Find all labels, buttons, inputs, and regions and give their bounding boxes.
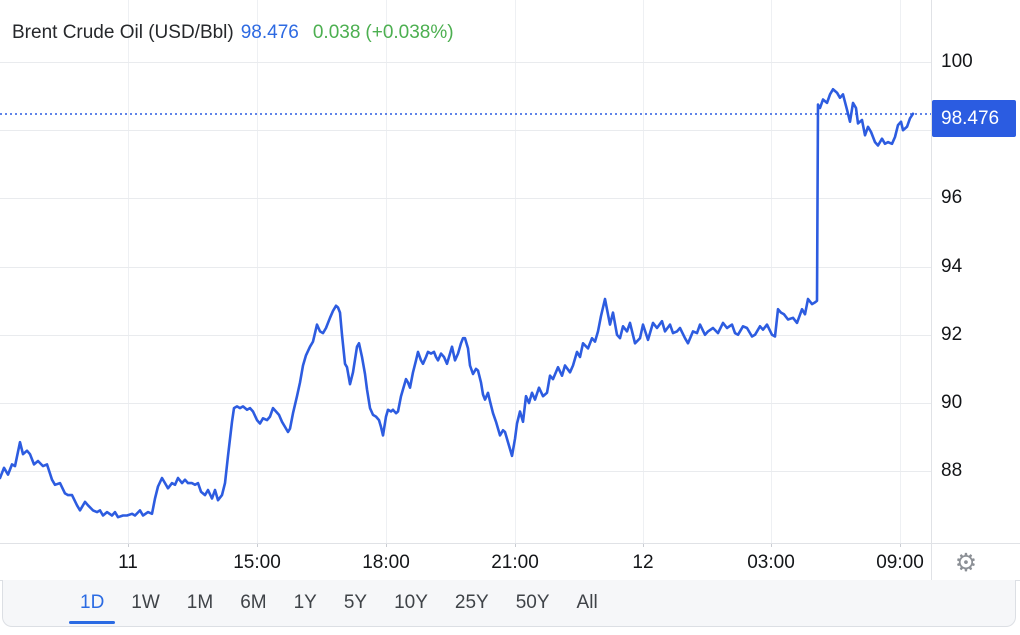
y-axis-label: 88: [941, 460, 963, 482]
x-axis-label: 12: [632, 552, 654, 573]
tab-1w[interactable]: 1W: [131, 592, 160, 613]
price-change: 0.038: [312, 22, 361, 43]
tab-25y[interactable]: 25Y: [454, 592, 489, 613]
y-axis-label: 92: [941, 323, 963, 345]
y-axis-label: 94: [941, 255, 963, 277]
tab-5y[interactable]: 5Y: [343, 592, 368, 613]
y-axis: 100989694929088: [941, 0, 1020, 581]
chart-header: Brent Crude Oil (USD/Bbl) 98.476 0.038 (…: [12, 22, 454, 44]
x-axis-label: 09:00: [876, 552, 924, 573]
tab-1y[interactable]: 1Y: [293, 592, 317, 613]
x-axis-label: 11: [118, 552, 138, 573]
tab-1d[interactable]: 1D: [68, 580, 116, 626]
tab-all[interactable]: All: [576, 592, 598, 613]
instrument-title: Brent Crude Oil (USD/Bbl): [12, 22, 234, 43]
range-tabs: 1D 1W 1M 6M 1Y 5Y 10Y 25Y 50Y All: [2, 580, 1016, 627]
tab-10y[interactable]: 10Y: [394, 592, 428, 613]
y-axis-label: 100: [941, 51, 973, 72]
x-axis-label: 03:00: [747, 552, 795, 573]
last-price: 98.476: [240, 22, 299, 43]
tab-6m[interactable]: 6M: [240, 592, 267, 613]
price-chart-plot[interactable]: [0, 0, 1020, 581]
x-axis: 11 15:00 18:00 21:00 12 03:00 09:00: [0, 552, 931, 578]
tab-50y[interactable]: 50Y: [515, 592, 550, 613]
x-axis-label: 18:00: [362, 552, 410, 573]
price-change-percent: (+0.038%): [365, 22, 454, 43]
y-axis-label: 96: [941, 187, 963, 209]
price-line-series: [0, 88, 915, 519]
settings-gear-icon[interactable]: ⚙: [954, 549, 978, 577]
x-axis-label: 21:00: [491, 552, 539, 573]
x-axis-label: 15:00: [233, 552, 281, 573]
current-price-badge: 98.476: [932, 100, 1016, 137]
tab-1m[interactable]: 1M: [186, 592, 214, 613]
y-axis-label: 90: [941, 392, 963, 413]
